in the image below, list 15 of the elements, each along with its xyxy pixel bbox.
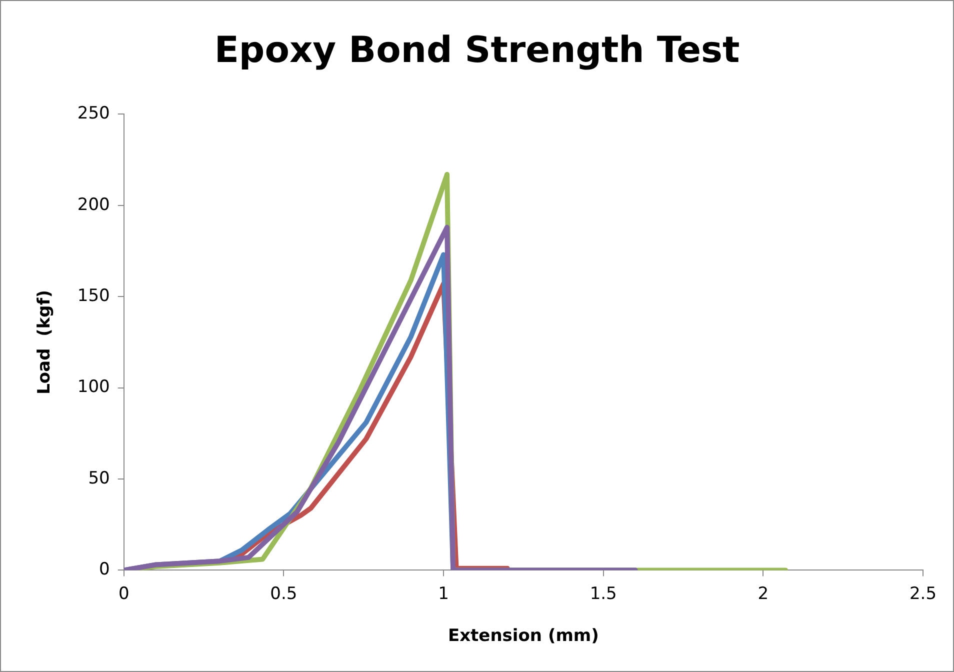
x-tick-label: 2 bbox=[758, 584, 769, 604]
y-tick-label: 50 bbox=[88, 468, 110, 488]
x-tick-label: 0.5 bbox=[270, 584, 298, 604]
y-tick-label: 0 bbox=[99, 560, 110, 580]
x-tick-label: 1 bbox=[438, 584, 449, 604]
y-tick-label: 100 bbox=[77, 377, 110, 398]
x-tick-label: 0 bbox=[118, 584, 130, 604]
x-axis-title: Extension (mm) bbox=[448, 626, 599, 646]
x-tick-label: 2.5 bbox=[909, 584, 937, 604]
y-tick-label: 150 bbox=[77, 286, 110, 306]
y-axis-title: Load (kgf) bbox=[34, 290, 55, 394]
y-tick-label: 250 bbox=[77, 104, 110, 124]
chart-title: Epoxy Bond Strength Test bbox=[214, 30, 740, 71]
x-tick-label: 1.5 bbox=[590, 584, 617, 604]
y-tick-label: 200 bbox=[77, 194, 110, 215]
